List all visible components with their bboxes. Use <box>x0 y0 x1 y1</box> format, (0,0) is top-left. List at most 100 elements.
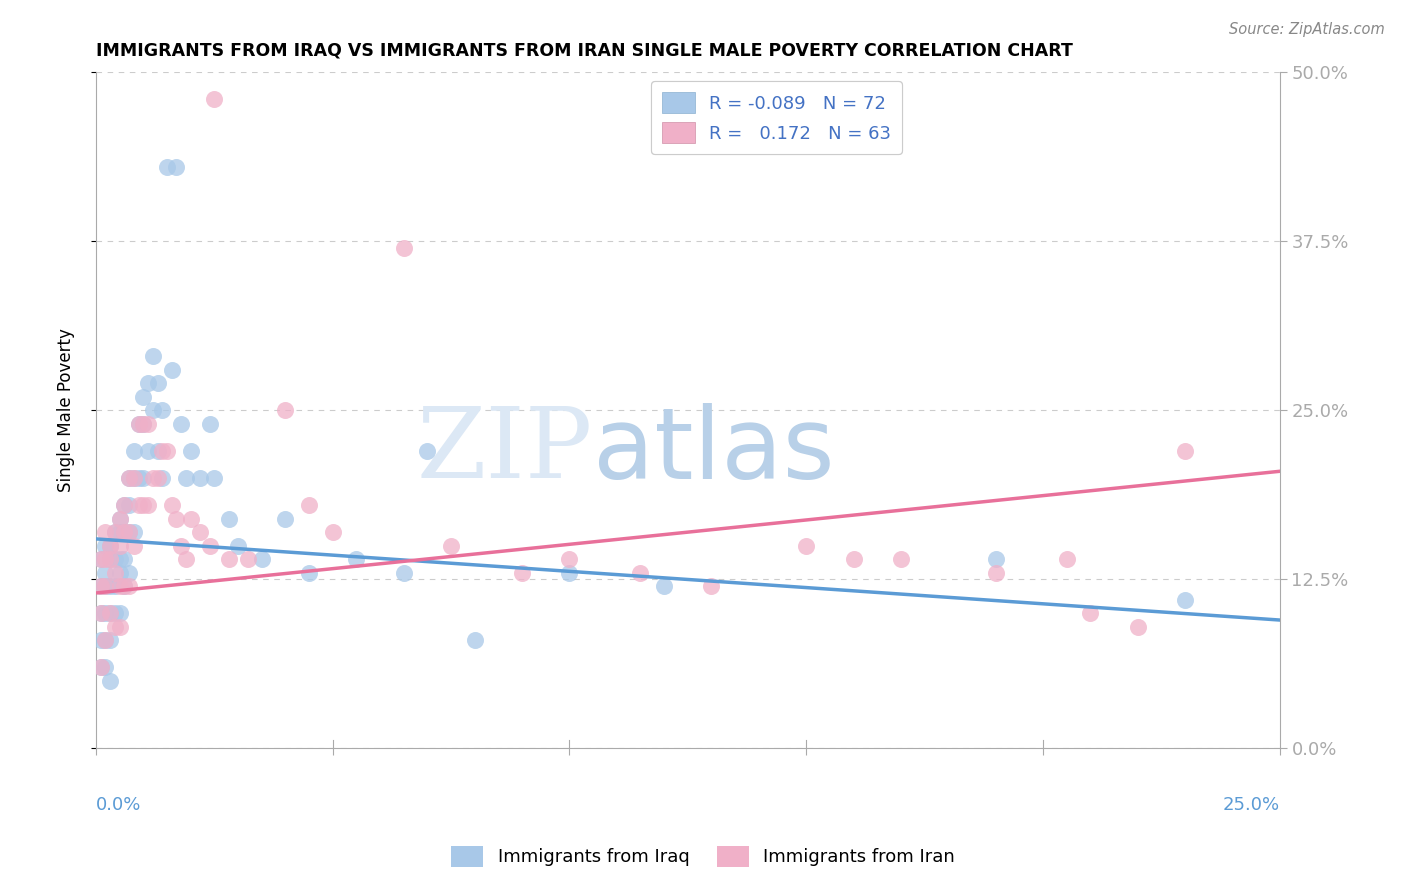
Point <box>166 160 188 174</box>
Point <box>166 511 188 525</box>
Point <box>94 607 117 621</box>
Point <box>198 417 221 431</box>
Point <box>98 552 121 566</box>
Point <box>90 552 112 566</box>
Point <box>90 579 112 593</box>
Point <box>218 552 240 566</box>
Point <box>198 539 221 553</box>
Point <box>104 620 127 634</box>
Point <box>132 417 155 431</box>
Point <box>104 525 127 540</box>
Point <box>108 620 131 634</box>
Text: atlas: atlas <box>593 402 835 500</box>
Point <box>122 525 145 540</box>
Point <box>188 471 211 485</box>
Point <box>236 552 259 566</box>
Point <box>128 417 150 431</box>
Point <box>94 660 117 674</box>
Point <box>98 673 121 688</box>
Legend: R = -0.089   N = 72, R =   0.172   N = 63: R = -0.089 N = 72, R = 0.172 N = 63 <box>651 81 901 153</box>
Point <box>128 498 150 512</box>
Point <box>132 471 155 485</box>
Point <box>98 539 121 553</box>
Point <box>112 552 135 566</box>
Point <box>274 403 297 417</box>
Point <box>108 539 131 553</box>
Y-axis label: Single Male Poverty: Single Male Poverty <box>58 328 75 492</box>
Point <box>108 579 131 593</box>
Point <box>118 579 141 593</box>
Point <box>1174 444 1197 458</box>
Point <box>464 633 486 648</box>
Point <box>98 579 121 593</box>
Point <box>440 539 463 553</box>
Point <box>122 471 145 485</box>
Point <box>136 417 159 431</box>
Point <box>160 498 183 512</box>
Point <box>94 579 117 593</box>
Point <box>90 579 112 593</box>
Point <box>156 160 179 174</box>
Point <box>298 566 321 580</box>
Point <box>118 566 141 580</box>
Text: 25.0%: 25.0% <box>1222 796 1279 814</box>
Point <box>1174 592 1197 607</box>
Point <box>146 444 169 458</box>
Point <box>202 93 225 107</box>
Point <box>700 579 723 593</box>
Point <box>98 552 121 566</box>
Point <box>104 525 127 540</box>
Point <box>128 471 150 485</box>
Point <box>174 552 197 566</box>
Point <box>128 417 150 431</box>
Point <box>180 444 202 458</box>
Point <box>94 566 117 580</box>
Point <box>146 376 169 391</box>
Point <box>142 471 165 485</box>
Point <box>202 471 225 485</box>
Point <box>98 607 121 621</box>
Point <box>630 566 652 580</box>
Point <box>94 633 117 648</box>
Point <box>170 539 193 553</box>
Point <box>558 566 581 580</box>
Point <box>118 525 141 540</box>
Point <box>104 566 127 580</box>
Point <box>174 471 197 485</box>
Point <box>156 444 179 458</box>
Point <box>94 539 117 553</box>
Point <box>98 607 121 621</box>
Point <box>112 498 135 512</box>
Point <box>108 552 131 566</box>
Point <box>392 241 415 255</box>
Point <box>416 444 439 458</box>
Point <box>1126 620 1149 634</box>
Point <box>1078 607 1101 621</box>
Point <box>122 539 145 553</box>
Point <box>132 390 155 404</box>
Point <box>842 552 865 566</box>
Point <box>112 579 135 593</box>
Point <box>108 566 131 580</box>
Point <box>170 417 193 431</box>
Point <box>142 403 165 417</box>
Point <box>90 633 112 648</box>
Point <box>104 579 127 593</box>
Point <box>344 552 367 566</box>
Point <box>108 607 131 621</box>
Point <box>188 525 211 540</box>
Point <box>122 471 145 485</box>
Point <box>94 579 117 593</box>
Text: IMMIGRANTS FROM IRAQ VS IMMIGRANTS FROM IRAN SINGLE MALE POVERTY CORRELATION CHA: IMMIGRANTS FROM IRAQ VS IMMIGRANTS FROM … <box>96 42 1073 60</box>
Legend: Immigrants from Iraq, Immigrants from Iran: Immigrants from Iraq, Immigrants from Ir… <box>443 838 963 874</box>
Point <box>98 539 121 553</box>
Text: ZIP: ZIP <box>418 403 593 499</box>
Point <box>136 498 159 512</box>
Point <box>558 552 581 566</box>
Point <box>150 471 173 485</box>
Point <box>136 444 159 458</box>
Point <box>108 511 131 525</box>
Point <box>108 525 131 540</box>
Point <box>250 552 273 566</box>
Point <box>890 552 912 566</box>
